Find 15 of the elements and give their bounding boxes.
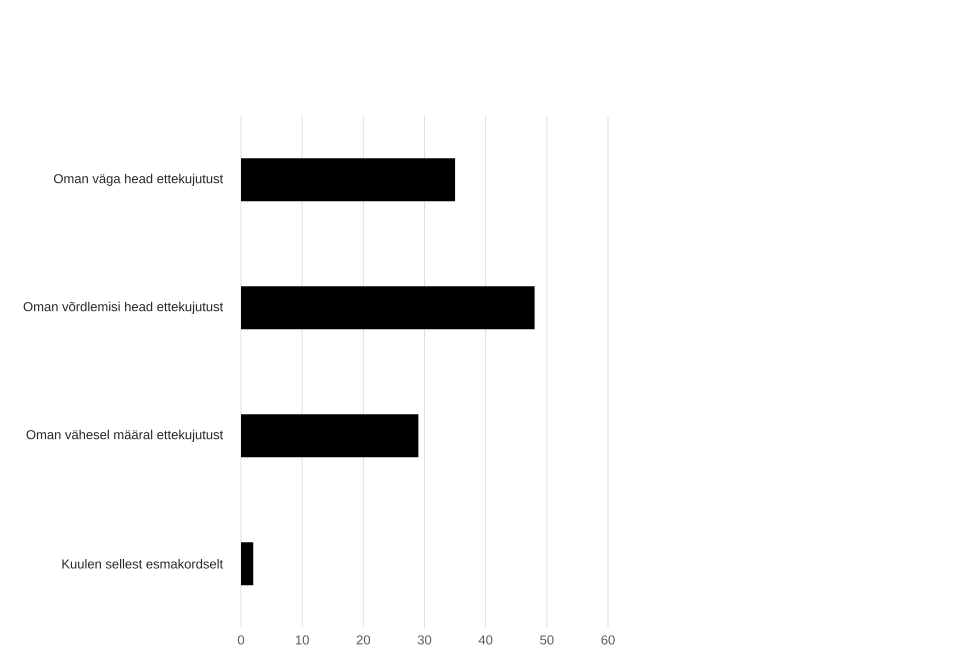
y-tick-label: Oman väga head ettekujutust [54, 174, 224, 186]
x-tick-label: 40 [478, 635, 492, 645]
bar [241, 414, 418, 458]
x-tick-label: 20 [356, 635, 370, 645]
x-tick-label: 10 [296, 635, 309, 645]
x-tick-label: 0 [238, 635, 244, 645]
y-tick-label: Oman vähesel määral ettekujutust [26, 430, 224, 442]
bar [241, 158, 456, 202]
bar [241, 286, 535, 330]
y-tick-label: Kuulen sellest esmakordselt [62, 559, 224, 569]
x-tick-label: 60 [601, 635, 615, 645]
x-tick-label: 50 [540, 635, 554, 645]
x-tick-label: 30 [418, 635, 432, 645]
bar [241, 542, 254, 586]
y-tick-label: Oman võrdlemisi head ettekujutust [24, 302, 224, 314]
